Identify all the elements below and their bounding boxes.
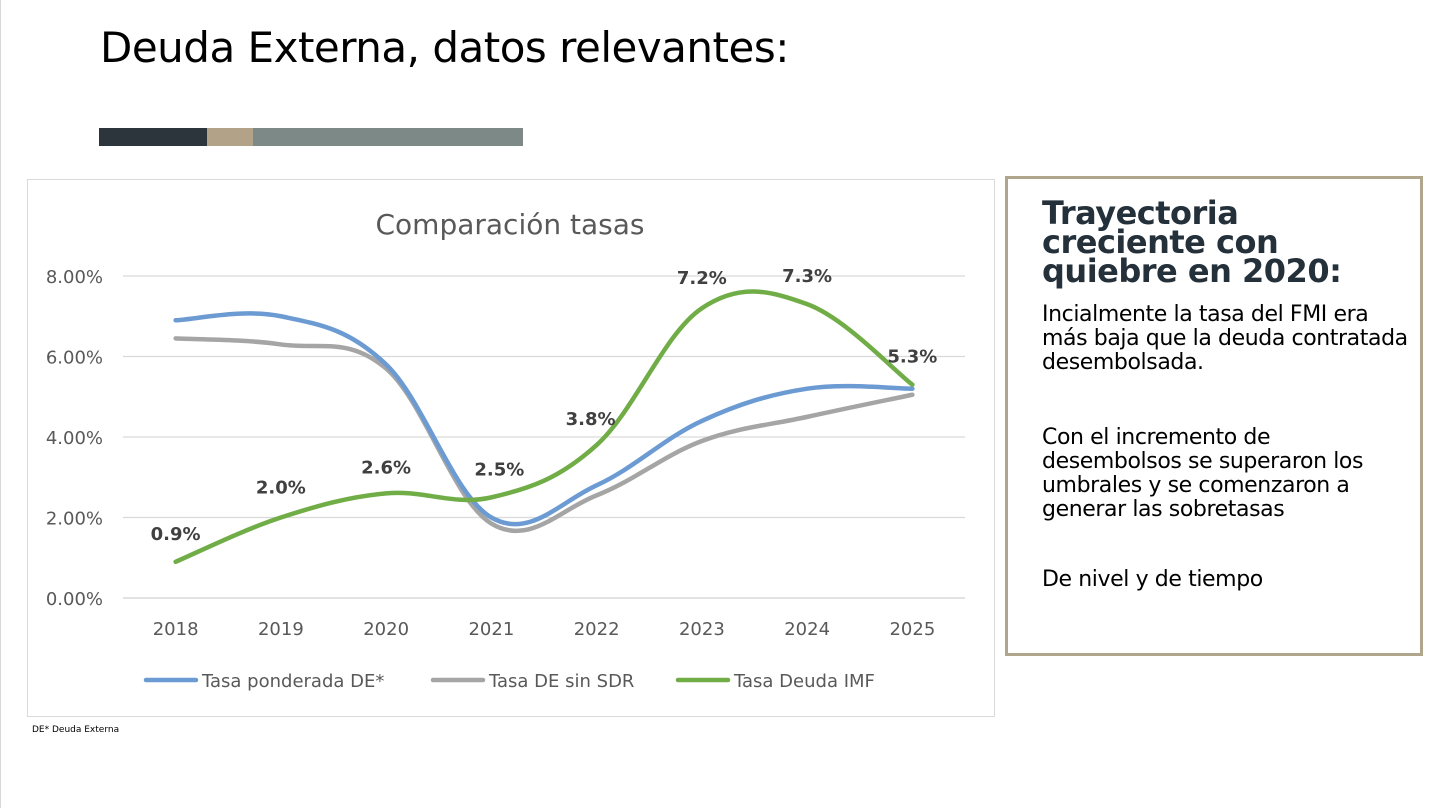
- x-tick-label: 2024: [784, 619, 830, 640]
- y-tick-label: 4.00%: [46, 428, 103, 449]
- side-panel-paragraph-1: Incialmente la tasa del FMI era más baja…: [1042, 302, 1408, 375]
- x-tick-label: 2020: [363, 619, 409, 640]
- data-label: 5.3%: [887, 347, 937, 368]
- slide-title: Deuda Externa, datos relevantes:: [100, 23, 789, 72]
- side-panel-heading: Trayectoria creciente con quiebre en 202…: [1042, 194, 1342, 290]
- side-panel-paragraph-2: Con el incremento de desembolsos se supe…: [1042, 425, 1364, 522]
- legend-label: Tasa DE sin SDR: [488, 671, 634, 692]
- x-tick-label: 2021: [468, 619, 514, 640]
- accent-bar-segment-dark: [99, 128, 207, 146]
- series-line-tasa-de-sin-sdr: [173, 336, 915, 534]
- legend-label: Tasa ponderada DE*: [201, 671, 384, 692]
- accent-bar-segment-gray: [253, 128, 523, 146]
- line-chart: Comparación tasas 0.00% 2.00% 4.00% 6.00% 8.0…: [46, 208, 965, 692]
- slide-left-edge: [0, 0, 1, 808]
- data-label: 3.8%: [566, 409, 616, 430]
- series-line-tasa-ponderada-de: [173, 311, 915, 527]
- legend-label: Tasa Deuda IMF: [733, 671, 875, 692]
- x-tick-label: 2019: [258, 619, 304, 640]
- x-tick-label: 2018: [153, 619, 199, 640]
- data-label: 7.2%: [677, 268, 727, 289]
- y-tick-label: 6.00%: [46, 348, 103, 369]
- data-label: 2.6%: [361, 457, 411, 478]
- data-label: 2.5%: [474, 459, 524, 480]
- side-panel: Trayectoria creciente con quiebre en 202…: [1005, 176, 1423, 656]
- footnote: DE* Deuda Externa: [32, 725, 120, 735]
- series-line-tasa-deuda-imf: [173, 289, 915, 565]
- y-tick-label: 2.00%: [46, 509, 103, 530]
- x-tick-label: 2022: [574, 619, 620, 640]
- accent-bar-segment-tan: [207, 128, 253, 146]
- y-tick-label: 8.00%: [46, 267, 103, 288]
- side-panel-paragraph-3: De nivel y de tiempo: [1042, 567, 1263, 592]
- x-tick-label: 2023: [679, 619, 725, 640]
- data-label: 7.3%: [782, 266, 832, 287]
- chart-panel: Comparación tasas 0.00% 2.00% 4.00% 6.00% 8.0…: [27, 179, 995, 717]
- x-tick-label: 2025: [889, 619, 935, 640]
- y-tick-label: 0.00%: [46, 589, 103, 610]
- chart-title: Comparación tasas: [376, 208, 645, 241]
- data-label: 0.9%: [151, 524, 201, 545]
- data-label: 2.0%: [256, 478, 306, 499]
- title-accent-bar: [99, 128, 523, 146]
